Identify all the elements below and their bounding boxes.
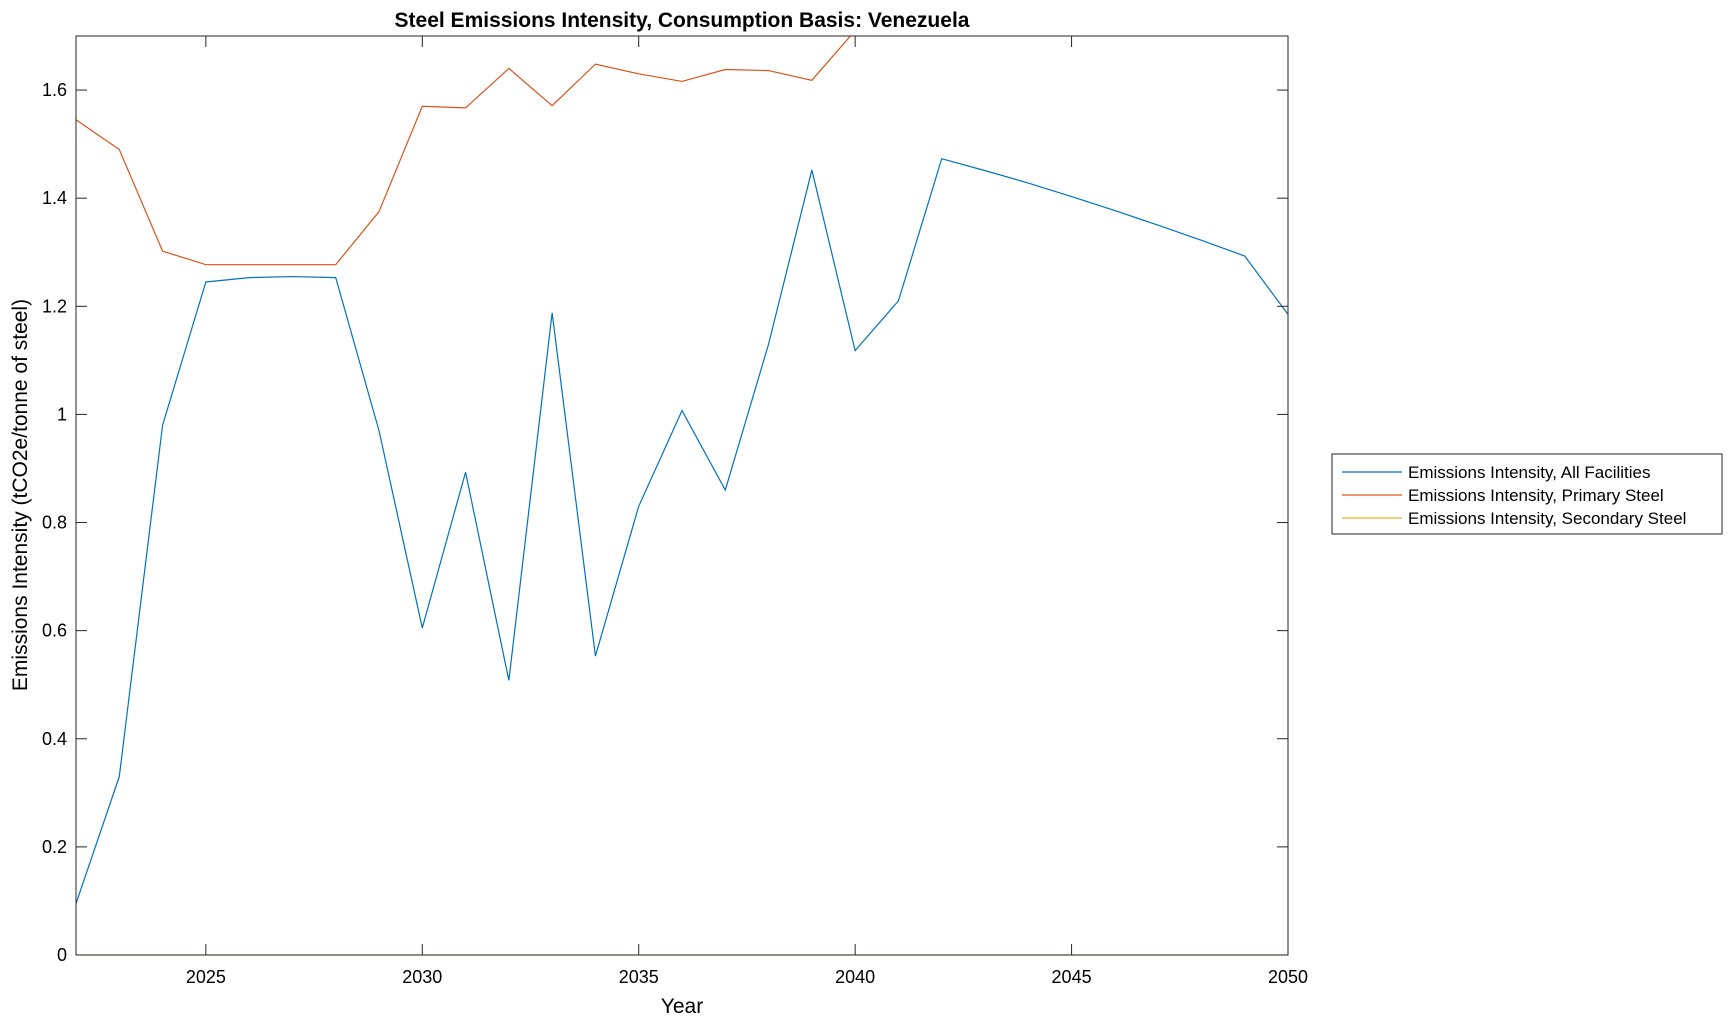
y-tick-label: 1.4 [42, 188, 67, 208]
y-tick-label: 0.6 [42, 621, 67, 641]
legend-box [1331, 453, 1723, 535]
legend-entry-secondary-steel: Emissions Intensity, Secondary Steel [1408, 509, 1686, 528]
legend: Emissions Intensity, All Facilities Emis… [1331, 453, 1723, 535]
series-line-all-facilities [76, 157, 1288, 904]
y-tick-label: 0.8 [42, 513, 67, 533]
x-tick-label: 2045 [1052, 967, 1092, 987]
y-axis-label: Emissions Intensity (tCO2e/tonne of stee… [9, 299, 32, 691]
y-tick-label: 0 [57, 945, 67, 965]
y-tick-label: 1.2 [42, 296, 67, 316]
plot-area: 2025 2030 2035 2040 2045 2050 0 0.2 0.4 0.6 0.8 1 1… [42, 35, 1308, 987]
chart-title: Steel Emissions Intensity, Consumption B… [395, 9, 970, 32]
legend-entry-all-facilities: Emissions Intensity, All Facilities [1408, 463, 1650, 482]
series-line-primary-steel [76, 36, 852, 266]
legend-entry-primary-steel: Emissions Intensity, Primary Steel [1408, 486, 1664, 505]
x-tick-label: 2030 [402, 967, 442, 987]
series-layer [76, 36, 1288, 955]
x-tick-label: 2025 [186, 967, 226, 987]
y-axis-ticks: 0 0.2 0.4 0.6 0.8 1 1.2 1.4 1.6 [42, 80, 1288, 965]
x-tick-label: 2050 [1268, 967, 1308, 987]
plot-frame [75, 35, 1289, 956]
x-axis-label: Year [661, 995, 703, 1018]
x-axis-ticks: 2025 2030 2035 2040 2045 2050 [186, 36, 1308, 987]
x-tick-label: 2040 [835, 967, 875, 987]
y-tick-label: 1 [57, 404, 67, 424]
x-tick-label: 2035 [619, 967, 659, 987]
y-tick-label: 1.6 [42, 80, 67, 100]
y-tick-label: 0.4 [42, 729, 67, 749]
y-tick-label: 0.2 [42, 837, 67, 857]
